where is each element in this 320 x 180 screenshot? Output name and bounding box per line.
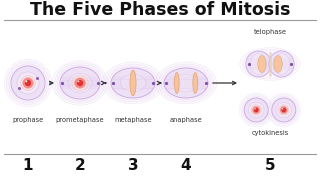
Ellipse shape	[4, 59, 52, 107]
Ellipse shape	[193, 73, 198, 93]
Ellipse shape	[246, 51, 271, 77]
Ellipse shape	[243, 96, 270, 124]
Text: cytokinesis: cytokinesis	[252, 130, 289, 136]
Ellipse shape	[240, 48, 300, 80]
Ellipse shape	[244, 98, 268, 122]
Ellipse shape	[273, 54, 290, 74]
Ellipse shape	[173, 74, 199, 92]
Ellipse shape	[174, 73, 179, 93]
Ellipse shape	[270, 96, 298, 124]
Ellipse shape	[254, 108, 258, 112]
Ellipse shape	[75, 78, 85, 88]
Ellipse shape	[72, 75, 88, 91]
Ellipse shape	[243, 49, 297, 79]
Ellipse shape	[68, 73, 92, 93]
Text: 4: 4	[181, 159, 191, 174]
Ellipse shape	[77, 81, 79, 82]
Ellipse shape	[130, 70, 136, 96]
Ellipse shape	[282, 108, 283, 109]
Ellipse shape	[164, 68, 208, 98]
Ellipse shape	[268, 95, 299, 125]
Ellipse shape	[239, 93, 273, 127]
Ellipse shape	[276, 102, 292, 118]
Ellipse shape	[21, 76, 35, 90]
Ellipse shape	[57, 65, 103, 101]
Ellipse shape	[25, 80, 27, 82]
Ellipse shape	[55, 63, 105, 103]
Ellipse shape	[17, 72, 39, 94]
Ellipse shape	[25, 80, 31, 86]
Ellipse shape	[77, 80, 83, 86]
Ellipse shape	[252, 106, 260, 114]
Ellipse shape	[9, 64, 47, 102]
Ellipse shape	[250, 54, 267, 74]
Ellipse shape	[251, 105, 261, 115]
Ellipse shape	[60, 67, 100, 99]
Text: 5: 5	[265, 159, 275, 174]
Text: telophase: telophase	[253, 29, 286, 35]
Text: anaphase: anaphase	[170, 117, 202, 123]
Ellipse shape	[280, 106, 288, 114]
Text: metaphase: metaphase	[114, 117, 152, 123]
Ellipse shape	[241, 95, 272, 125]
Ellipse shape	[258, 56, 266, 72]
Ellipse shape	[111, 68, 155, 98]
Ellipse shape	[161, 66, 211, 100]
Ellipse shape	[274, 56, 282, 72]
Text: 1: 1	[23, 159, 33, 174]
Ellipse shape	[108, 66, 158, 100]
Text: The Five Phases of Mitosis: The Five Phases of Mitosis	[30, 1, 290, 19]
Text: 2: 2	[75, 159, 85, 174]
Ellipse shape	[267, 93, 301, 127]
Ellipse shape	[52, 61, 108, 105]
Text: prometaphase: prometaphase	[56, 117, 104, 123]
Text: prophase: prophase	[12, 117, 44, 123]
Text: 3: 3	[128, 159, 138, 174]
Ellipse shape	[23, 78, 33, 88]
Ellipse shape	[7, 62, 49, 104]
Ellipse shape	[279, 105, 289, 115]
Ellipse shape	[282, 108, 286, 112]
Ellipse shape	[156, 62, 217, 104]
Ellipse shape	[248, 102, 264, 118]
Ellipse shape	[158, 64, 214, 102]
Ellipse shape	[254, 108, 256, 109]
Ellipse shape	[105, 64, 161, 102]
Ellipse shape	[272, 98, 296, 122]
Ellipse shape	[11, 66, 45, 100]
Ellipse shape	[120, 74, 146, 92]
Ellipse shape	[269, 51, 294, 77]
Ellipse shape	[102, 62, 164, 104]
